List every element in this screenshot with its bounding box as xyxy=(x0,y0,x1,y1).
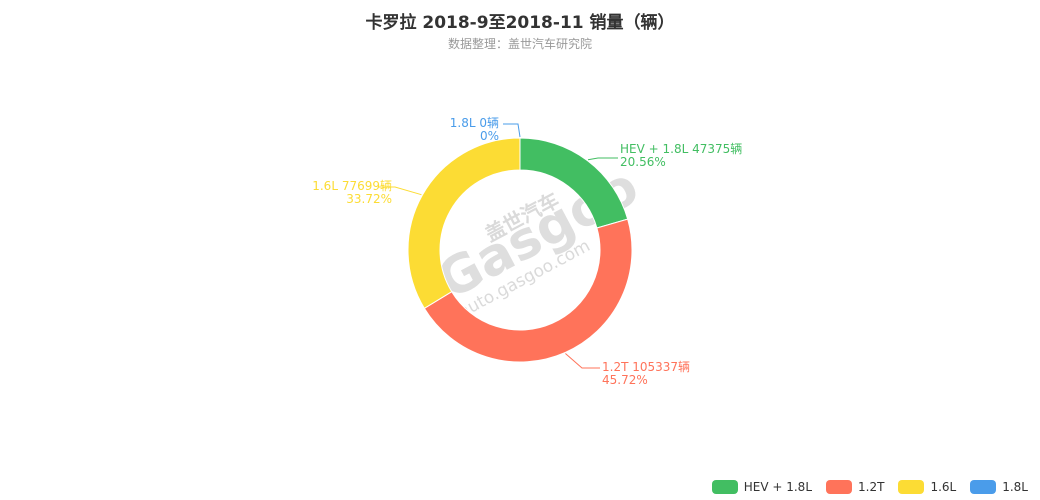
leader-line xyxy=(587,157,618,161)
legend-label: 1.2T xyxy=(858,480,885,494)
leader-line xyxy=(503,123,521,138)
slice-label: 1.6L 77699辆 33.72% xyxy=(312,179,392,206)
donut-slice-1.2t[interactable] xyxy=(423,218,633,363)
legend-swatch xyxy=(826,480,853,494)
donut-slice-1.6l[interactable] xyxy=(407,137,521,310)
legend-item[interactable]: 1.8L xyxy=(970,480,1028,494)
legend-label: HEV + 1.8L xyxy=(743,480,813,494)
slice-label: 1.2T 105337辆 45.72% xyxy=(602,360,690,387)
chart-title: 卡罗拉 2018-9至2018-11 销量（辆） xyxy=(365,13,675,33)
chart-legend: HEV + 1.8L 1.2T 1.6L 1.8L xyxy=(711,480,1028,494)
legend-swatch xyxy=(970,480,997,494)
chart-subtitle: 数据整理：盖世汽车研究院 xyxy=(447,37,592,51)
slice-label: HEV + 1.8L 47375辆 20.56% xyxy=(620,142,742,169)
slice-label: 1.8L 0辆 0% xyxy=(450,116,499,143)
legend-swatch xyxy=(711,480,738,494)
legend-label: 1.6L xyxy=(930,480,957,494)
legend-label: 1.8L xyxy=(1002,480,1028,494)
legend-item[interactable]: 1.6L xyxy=(898,480,956,494)
leader-line xyxy=(378,186,422,196)
leader-line xyxy=(565,353,600,369)
legend-item[interactable]: 1.2T xyxy=(826,480,884,494)
legend-item[interactable]: HEV + 1.8L xyxy=(711,480,813,494)
legend-swatch xyxy=(898,480,925,494)
